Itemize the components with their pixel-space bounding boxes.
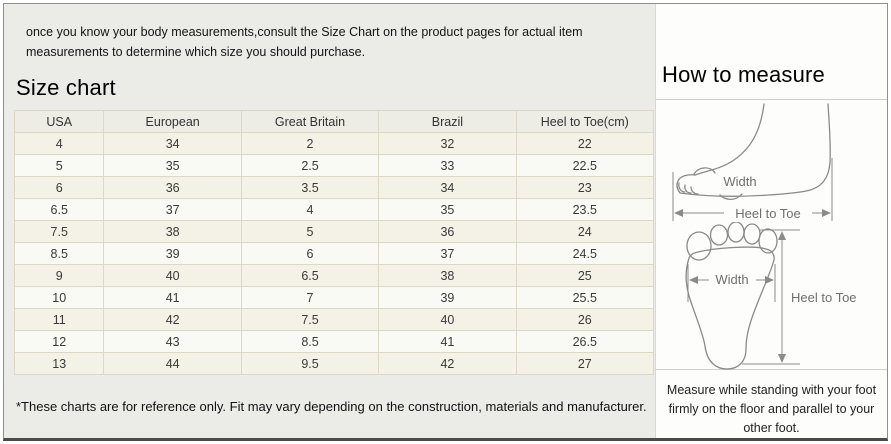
table-cell: 32 <box>378 132 517 155</box>
how-to-measure-panel: How to measure <box>656 4 887 438</box>
side-view-width-label: Width <box>723 174 756 189</box>
table-cell: 11 <box>13 308 105 331</box>
table-cell: 12 <box>13 330 105 353</box>
table-cell: 22 <box>515 132 655 155</box>
table-cell: 10 <box>13 286 105 309</box>
foot-side-view-icon: Width Heel to Toe <box>672 103 833 221</box>
table-cell: 5 <box>240 220 380 243</box>
table-row: 7.5 38 5 36 24 <box>13 220 655 243</box>
table-cell: 40 <box>378 308 517 331</box>
table-cell: 25 <box>515 264 655 287</box>
table-cell: 3.5 <box>240 176 380 199</box>
table-cell: 38 <box>378 264 517 287</box>
table-row: 6.5 37 4 35 23.5 <box>13 198 655 221</box>
table-row: 13 44 9.5 42 27 <box>13 352 655 375</box>
table-cell: 5 <box>13 154 105 177</box>
table-cell: 13 <box>13 352 105 375</box>
column-header: Brazil <box>378 110 517 133</box>
table-cell: 40 <box>103 264 242 287</box>
table-cell: 4 <box>240 198 380 221</box>
table-cell: 38 <box>103 220 242 243</box>
table-cell: 41 <box>378 330 517 353</box>
measure-diagrams: Width Heel to Toe <box>656 99 887 370</box>
table-row: 9 40 6.5 38 25 <box>13 264 655 287</box>
footprint-top-view-icon: Width Heel to Toe <box>685 222 857 370</box>
size-chart-title: Size chart <box>16 75 116 100</box>
table-cell: 26.5 <box>515 330 655 353</box>
table-cell: 22.5 <box>515 154 655 177</box>
table-row: 6 36 3.5 34 23 <box>13 176 655 199</box>
table-cell: 7.5 <box>13 220 105 243</box>
table-cell: 9 <box>13 264 105 287</box>
table-cell: 39 <box>103 242 242 265</box>
table-cell: 37 <box>378 242 517 265</box>
size-chart-table: USA European Great Britain Brazil Heel to To… <box>13 110 655 375</box>
table-row: 4 34 2 32 22 <box>13 132 655 155</box>
table-row: 11 42 7.5 40 26 <box>13 308 655 331</box>
table-cell: 26 <box>515 308 655 331</box>
table-row: 5 35 2.5 33 22.5 <box>13 154 655 177</box>
how-to-measure-title: How to measure <box>662 62 825 87</box>
table-cell: 42 <box>103 308 242 331</box>
column-header: European <box>103 110 242 133</box>
table-cell: 33 <box>378 154 517 177</box>
column-header: Heel to Toe(cm) <box>515 110 655 133</box>
table-cell: 41 <box>103 286 242 309</box>
table-cell: 6.5 <box>240 264 380 287</box>
table-cell: 36 <box>103 176 242 199</box>
size-table-body: 4 34 2 32 22 5 35 2.5 33 22.5 6 36 3.5 34 23 6.5 37 4 35 23… <box>13 132 655 375</box>
table-cell: 34 <box>378 176 517 199</box>
table-cell: 42 <box>378 352 517 375</box>
table-cell: 23.5 <box>515 198 655 221</box>
table-row: 10 41 7 39 25.5 <box>13 286 655 309</box>
size-guide-page: once you know your body measurements,con… <box>3 3 888 441</box>
table-cell: 25.5 <box>515 286 655 309</box>
table-cell: 7.5 <box>240 308 380 331</box>
table-cell: 7 <box>240 286 380 309</box>
table-header-row: USA European Great Britain Brazil Heel to To… <box>13 110 655 133</box>
table-cell: 2.5 <box>240 154 380 177</box>
table-cell: 36 <box>378 220 517 243</box>
table-cell: 43 <box>103 330 242 353</box>
table-cell: 24.5 <box>515 242 655 265</box>
table-cell: 6 <box>13 176 105 199</box>
table-cell: 9.5 <box>240 352 380 375</box>
table-cell: 44 <box>103 352 242 375</box>
table-cell: 35 <box>103 154 242 177</box>
intro-text: once you know your body measurements,con… <box>26 25 583 59</box>
reference-footnote: *These charts are for reference only. Fi… <box>16 399 647 414</box>
table-cell: 34 <box>103 132 242 155</box>
column-header: USA <box>13 110 105 133</box>
table-cell: 24 <box>515 220 655 243</box>
table-cell: 8.5 <box>240 330 380 353</box>
table-cell: 35 <box>378 198 517 221</box>
table-cell: 23 <box>515 176 655 199</box>
table-cell: 2 <box>240 132 380 155</box>
table-cell: 39 <box>378 286 517 309</box>
footprint-heel-to-toe-label: Heel to Toe <box>791 290 857 305</box>
table-cell: 6.5 <box>13 198 105 221</box>
table-cell: 6 <box>240 242 380 265</box>
table-cell: 4 <box>13 132 105 155</box>
side-view-heel-to-toe-label: Heel to Toe <box>735 206 801 221</box>
size-chart-panel: once you know your body measurements,con… <box>4 4 656 438</box>
table-cell: 27 <box>515 352 655 375</box>
measure-instructions: Measure while standing with your foot fi… <box>666 383 877 435</box>
table-row: 12 43 8.5 41 26.5 <box>13 330 655 353</box>
table-row: 8.5 39 6 37 24.5 <box>13 242 655 265</box>
footprint-width-label: Width <box>715 272 748 287</box>
table-cell: 37 <box>103 198 242 221</box>
table-cell: 8.5 <box>13 242 105 265</box>
column-header: Great Britain <box>240 110 380 133</box>
